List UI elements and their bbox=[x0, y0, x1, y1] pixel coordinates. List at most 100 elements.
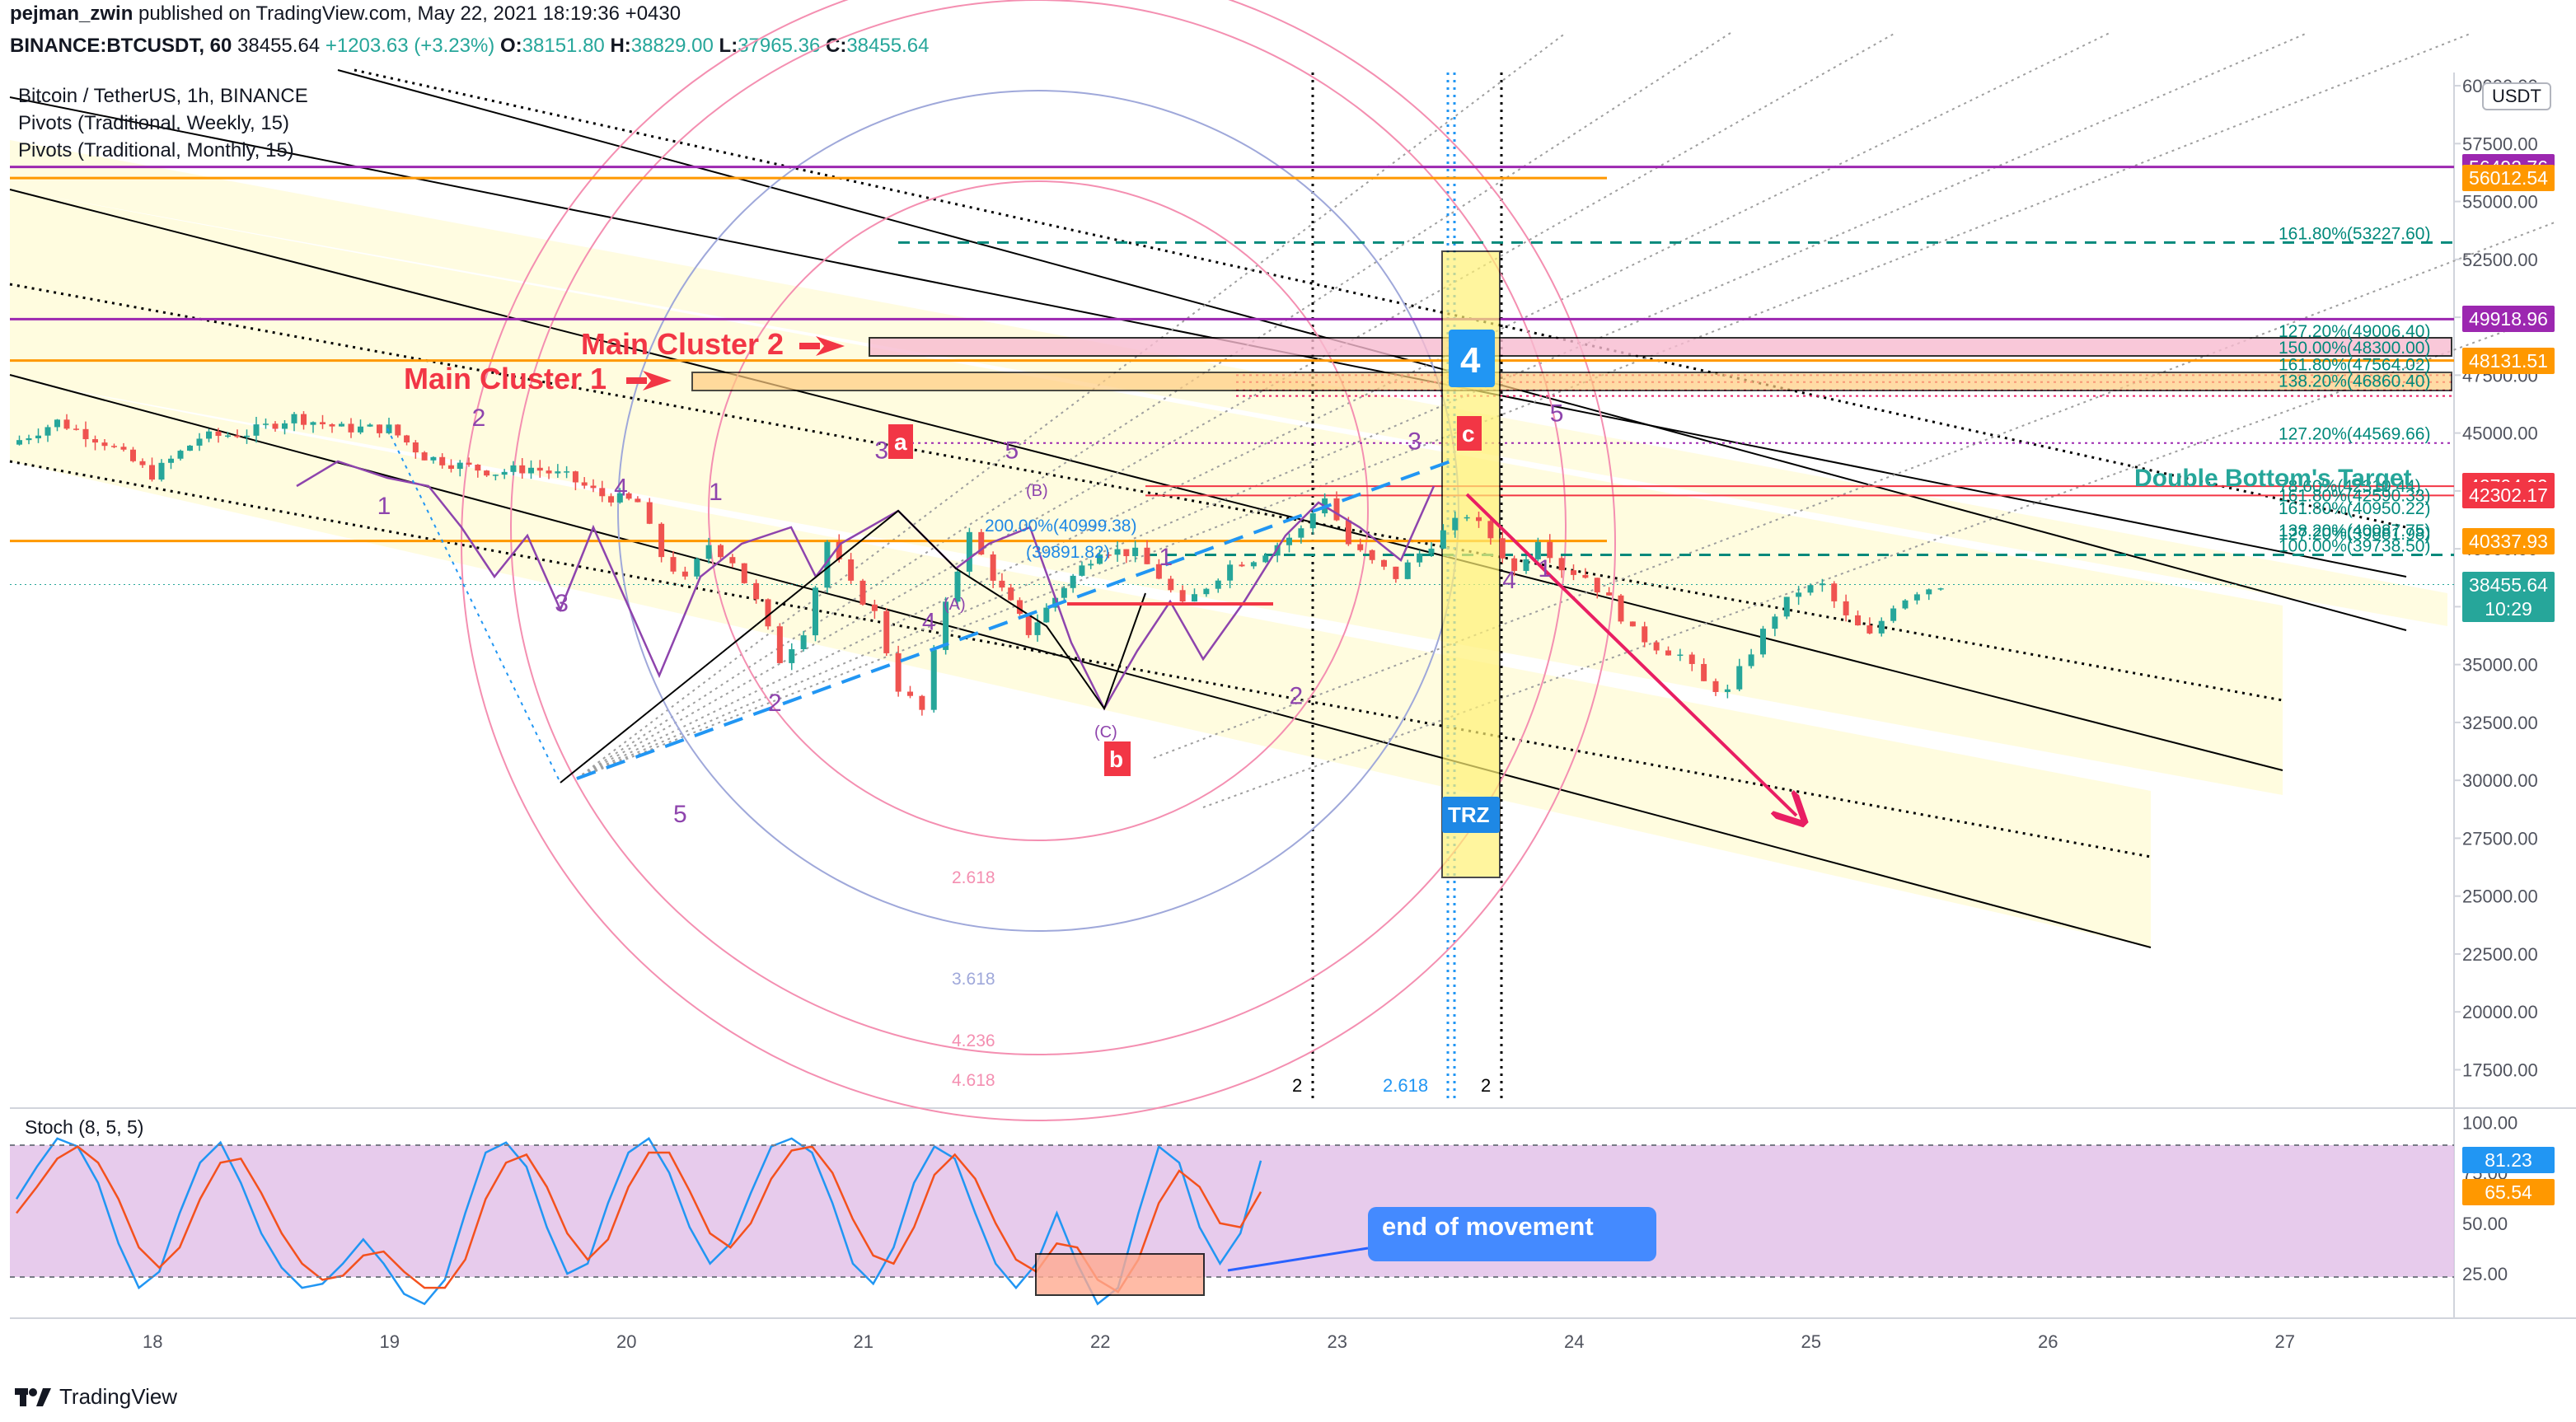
legend-pivots-monthly[interactable]: Pivots (Traditional, Monthly, 15) bbox=[18, 139, 294, 161]
tradingview-wordmark: TradingView bbox=[59, 1384, 178, 1409]
candle-body bbox=[301, 414, 307, 425]
cluster-2-arrow bbox=[816, 336, 845, 356]
candle-body bbox=[1783, 596, 1790, 617]
candle-body bbox=[1937, 588, 1944, 590]
label-a-box bbox=[888, 424, 913, 459]
legend-series[interactable]: Bitcoin / TetherUS, 1h, BINANCE bbox=[18, 85, 308, 107]
dotted-mid-3 bbox=[354, 68, 2407, 529]
candle-body bbox=[244, 435, 250, 437]
candle-body bbox=[599, 488, 606, 497]
price-tick-label: 52500.00 bbox=[2462, 250, 2538, 270]
candle-body bbox=[320, 422, 326, 424]
fib-level-label: 161.80%(40950.22) bbox=[2279, 499, 2430, 518]
candle-body bbox=[501, 471, 508, 475]
candle-body bbox=[1855, 615, 1861, 626]
price-tick-label: 30000.00 bbox=[2462, 770, 2538, 791]
candle-body bbox=[954, 571, 961, 602]
cluster-1-arrow bbox=[643, 371, 672, 391]
candle-body bbox=[895, 653, 902, 692]
wave-number-label: 4 bbox=[1502, 567, 1516, 594]
wave-A-label: (A) bbox=[944, 596, 966, 614]
time-tick-label: 27 bbox=[2275, 1331, 2295, 1352]
close-value: 38455.64 bbox=[846, 35, 930, 57]
cluster-2-arrow-shaft bbox=[799, 343, 820, 349]
price-tag: 48131.51 bbox=[2462, 347, 2555, 374]
candle-body bbox=[1701, 663, 1707, 681]
candle-body bbox=[824, 541, 831, 588]
candle-body bbox=[1345, 520, 1351, 545]
fib-level-label: 78.60%(42310.44) bbox=[2279, 477, 2421, 496]
wave-number-label: 2 bbox=[1290, 682, 1304, 709]
stoch-d-line bbox=[16, 1145, 1262, 1293]
time-axis[interactable]: 18 19 20 21 22 23 24 25 26 27 bbox=[143, 1331, 2295, 1352]
author-name[interactable]: pejman_zwin bbox=[10, 2, 133, 25]
open-value: 38151.80 bbox=[522, 35, 605, 57]
candle-body bbox=[966, 531, 972, 572]
label-b: b bbox=[1109, 746, 1123, 772]
candle-body bbox=[999, 580, 1005, 588]
price-tick-label: 20000.00 bbox=[2462, 1002, 2538, 1022]
candle-body bbox=[590, 485, 597, 489]
candle-body bbox=[1061, 587, 1067, 598]
candle-body bbox=[111, 446, 117, 447]
candle-body bbox=[546, 470, 552, 474]
high-label: H: bbox=[610, 35, 631, 57]
candle-body bbox=[447, 465, 454, 470]
candle-body bbox=[348, 423, 354, 433]
wave-number-label: 1 bbox=[1159, 544, 1173, 571]
candle-body bbox=[519, 465, 526, 474]
candle-body bbox=[1393, 566, 1399, 579]
publish-line: pejman_zwin published on TradingView.com… bbox=[10, 2, 681, 26]
candle-body bbox=[1913, 594, 1920, 601]
candle-body bbox=[1203, 588, 1210, 595]
fib-labels: 161.80%(53227.60) 127.20%(49006.40)150.00… bbox=[2279, 224, 2430, 555]
double-bottom-target-label: Double Bottom's Target bbox=[2134, 465, 2412, 492]
candle-body bbox=[139, 461, 146, 465]
low-label: L: bbox=[719, 35, 738, 57]
candle-body bbox=[430, 456, 437, 461]
candle-body bbox=[681, 571, 688, 577]
candle-body bbox=[1286, 537, 1292, 545]
candle-body bbox=[1534, 541, 1541, 559]
candle-body bbox=[92, 439, 98, 443]
candle-body bbox=[1034, 622, 1041, 635]
candle-body bbox=[1464, 517, 1470, 519]
candle-body bbox=[1452, 517, 1459, 531]
candle-body bbox=[978, 531, 985, 555]
stoch-tick-label: 100.00 bbox=[2462, 1112, 2517, 1133]
high-value: 38829.00 bbox=[630, 35, 714, 57]
price-change: +1203.63 (+3.23%) bbox=[325, 35, 495, 57]
time-tick-label: 18 bbox=[143, 1331, 162, 1352]
candle-body bbox=[1262, 555, 1269, 563]
candle-body bbox=[1381, 559, 1387, 567]
candle-body bbox=[1926, 589, 1932, 595]
stoch-highlight-box bbox=[1035, 1253, 1205, 1296]
candle-body bbox=[800, 635, 807, 649]
wave-path-purple bbox=[296, 460, 1436, 711]
candle-body bbox=[73, 428, 79, 430]
candle-body bbox=[310, 422, 316, 425]
price-tag: 49918.96 bbox=[2462, 306, 2555, 333]
candle-body bbox=[16, 440, 22, 445]
candle-body bbox=[789, 648, 795, 663]
candle-body bbox=[1843, 601, 1849, 615]
publish-info: published on TradingView.com, May 22, 20… bbox=[138, 2, 681, 25]
fib-level-label: 127.20%(39881.98) bbox=[2279, 525, 2430, 544]
candle-body bbox=[510, 465, 517, 472]
candle-body bbox=[168, 458, 174, 463]
stoch-value-tag: 81.23 bbox=[2462, 1147, 2555, 1174]
candle-body bbox=[421, 452, 428, 461]
trz-label: TRZ bbox=[1448, 802, 1490, 827]
wave-number-label: 5 bbox=[1005, 437, 1019, 465]
candle-body bbox=[1309, 513, 1316, 529]
price-tick-label: 25000.00 bbox=[2462, 886, 2538, 907]
legend-pivots-weekly[interactable]: Pivots (Traditional, Weekly, 15) bbox=[18, 112, 290, 134]
candle-body bbox=[120, 447, 127, 450]
candle-body bbox=[367, 424, 373, 427]
footer-logo[interactable]: TradingView bbox=[15, 1384, 177, 1410]
candle-body bbox=[646, 502, 653, 524]
candle-body bbox=[1571, 570, 1576, 575]
candle-body bbox=[1404, 562, 1411, 579]
currency-button[interactable]: USDT bbox=[2482, 82, 2551, 110]
